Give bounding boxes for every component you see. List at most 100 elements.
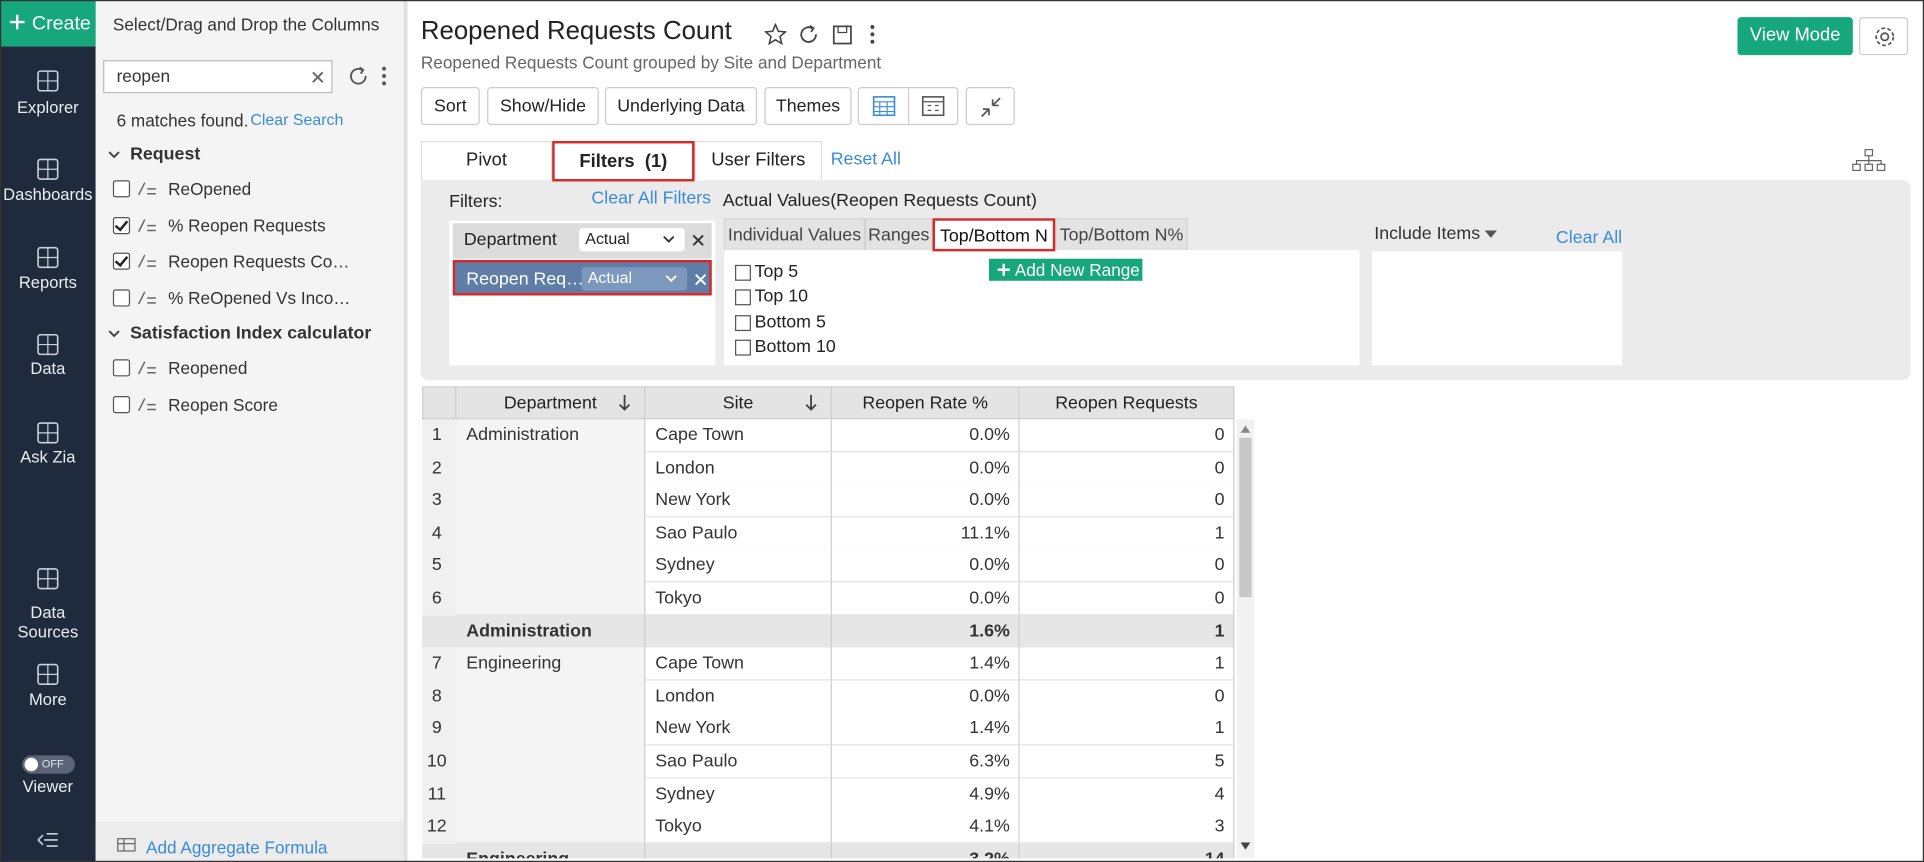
toolbar-label: Sort (434, 96, 467, 117)
formula-bar: Add Aggregate Formula (95, 821, 404, 862)
cell-text: 3 (1214, 816, 1225, 837)
table-cell: 0.0% (831, 419, 1020, 453)
filter-chip[interactable]: Department Actual (452, 223, 712, 259)
checkbox[interactable] (112, 180, 131, 198)
table-cell: 1 (1019, 615, 1235, 649)
clear-all-link[interactable]: Clear All (1555, 228, 1623, 248)
option-checkbox[interactable] (734, 314, 751, 331)
toolbar-button[interactable]: Show/Hide (487, 87, 599, 126)
column-name[interactable]: % ReOpened Vs Inco… (168, 287, 351, 308)
group-chevron (108, 330, 120, 338)
table-cell (645, 843, 832, 859)
subtab[interactable]: Top/Bottom N% (1055, 218, 1188, 252)
checkbox[interactable] (112, 216, 131, 234)
toolbar-label: Underlying Data (617, 96, 745, 117)
filter-mode[interactable]: Actual (581, 267, 688, 291)
filter-mode[interactable]: Actual (579, 228, 685, 252)
nav-label: Dashboards (3, 185, 93, 204)
header-cell[interactable]: Reopen Rate % (831, 386, 1020, 420)
nav-label: Reports (18, 273, 77, 292)
option-checkbox[interactable] (734, 289, 751, 306)
tab[interactable]: User Filters (694, 141, 823, 182)
nav-item[interactable]: Dashboards (0, 154, 96, 217)
add-range-label: Add New Range (1014, 259, 1140, 280)
subtab[interactable]: Individual Values (723, 218, 866, 252)
checkbox[interactable] (112, 395, 131, 413)
toolbar-button[interactable]: Sort (420, 87, 480, 126)
nav-icon (37, 663, 59, 685)
toggle-state: OFF (41, 757, 64, 771)
table-cell: Engineering (456, 843, 646, 859)
view-mode-button[interactable]: View Mode (1737, 17, 1853, 56)
nav-item[interactable]: Reports (0, 243, 96, 306)
collapse-icon (37, 832, 58, 847)
option-label[interactable]: Top 5 (754, 262, 799, 283)
check-mark (114, 216, 129, 231)
table-cell: Cape Town (645, 419, 832, 453)
option-label[interactable]: Bottom 10 (754, 337, 836, 357)
row-number-cell (422, 647, 457, 681)
table-cell: London (645, 451, 832, 486)
header-cell[interactable]: Reopen Requests (1019, 386, 1235, 420)
cell-text: 0.0% (969, 555, 1010, 576)
settings-button[interactable] (1858, 17, 1909, 56)
nav-item[interactable]: Data Sources (0, 564, 96, 641)
column-name[interactable]: Reopened (168, 358, 248, 378)
reset-all-link[interactable]: Reset All (830, 149, 901, 170)
nav-item[interactable]: More (0, 660, 96, 723)
compact-button[interactable] (965, 87, 1015, 126)
tab[interactable]: Filters (1) (552, 141, 695, 182)
checkbox[interactable] (112, 252, 131, 270)
mode-chevron (663, 236, 675, 243)
column-name[interactable]: Reopen Requests Co… (168, 251, 350, 271)
filter-mode-label: Actual (587, 268, 633, 287)
cell-text: Administration (466, 621, 592, 641)
row-number: 8 (431, 686, 442, 707)
option-label[interactable]: Top 10 (754, 287, 809, 307)
checkbox[interactable] (112, 288, 131, 306)
table-cell: Cape Town (645, 647, 832, 681)
option-label[interactable]: Bottom 5 (754, 312, 826, 332)
create-button[interactable]: Create (0, 0, 96, 47)
header-cell[interactable]: Site (645, 386, 832, 420)
gear-icon (1875, 27, 1895, 47)
scroll-thumb (1239, 437, 1252, 598)
table-cell (456, 517, 646, 551)
tab[interactable]: Pivot (420, 141, 553, 182)
nav-item[interactable]: Data (0, 330, 96, 391)
clear-search-link[interactable]: Clear Search (250, 110, 344, 129)
table-cell: Engineering (456, 647, 646, 681)
filter-name: Department (463, 230, 557, 251)
collapse-icon (981, 97, 1001, 118)
nav-item[interactable]: Explorer (0, 66, 96, 130)
row-number-cell (422, 615, 457, 648)
nav-label: More (28, 690, 67, 709)
column-name[interactable]: ReOpened (168, 179, 252, 199)
nav-item[interactable]: Ask Zia (0, 418, 96, 479)
option-checkbox[interactable] (734, 264, 751, 281)
cell-text: Engineering (466, 653, 562, 674)
add-range-button[interactable]: Add New Range (988, 258, 1143, 281)
column-type-icon (137, 361, 156, 375)
header-cell[interactable]: Department (456, 386, 646, 420)
filter-chip[interactable]: Reopen Req… Actual (452, 259, 712, 296)
table-cell: 0.0% (831, 680, 1020, 714)
toolbar-button[interactable]: Underlying Data (604, 87, 758, 126)
column-name[interactable]: Reopen Score (168, 394, 278, 414)
include-items[interactable]: Include Items (1374, 224, 1481, 245)
table-cell: Tokyo (645, 810, 832, 844)
include-box (1371, 251, 1623, 366)
subtab[interactable]: Ranges (865, 218, 933, 252)
clear-all-filters-link[interactable]: Clear All Filters (591, 188, 712, 209)
toolbar-button[interactable]: Themes (764, 87, 852, 126)
toggle[interactable]: OFF (22, 755, 75, 774)
table-cell: 3 (1019, 810, 1235, 844)
search-box[interactable]: reopen (103, 60, 333, 94)
column-name[interactable]: % Reopen Requests (168, 215, 326, 235)
add-formula-link[interactable]: Add Aggregate Formula (146, 837, 328, 858)
option-checkbox[interactable] (734, 339, 751, 356)
subtab[interactable]: Top/Bottom N (932, 218, 1056, 252)
tab-label: User Filters (711, 149, 806, 171)
row-number: 4 (431, 523, 442, 543)
checkbox[interactable] (112, 359, 131, 377)
